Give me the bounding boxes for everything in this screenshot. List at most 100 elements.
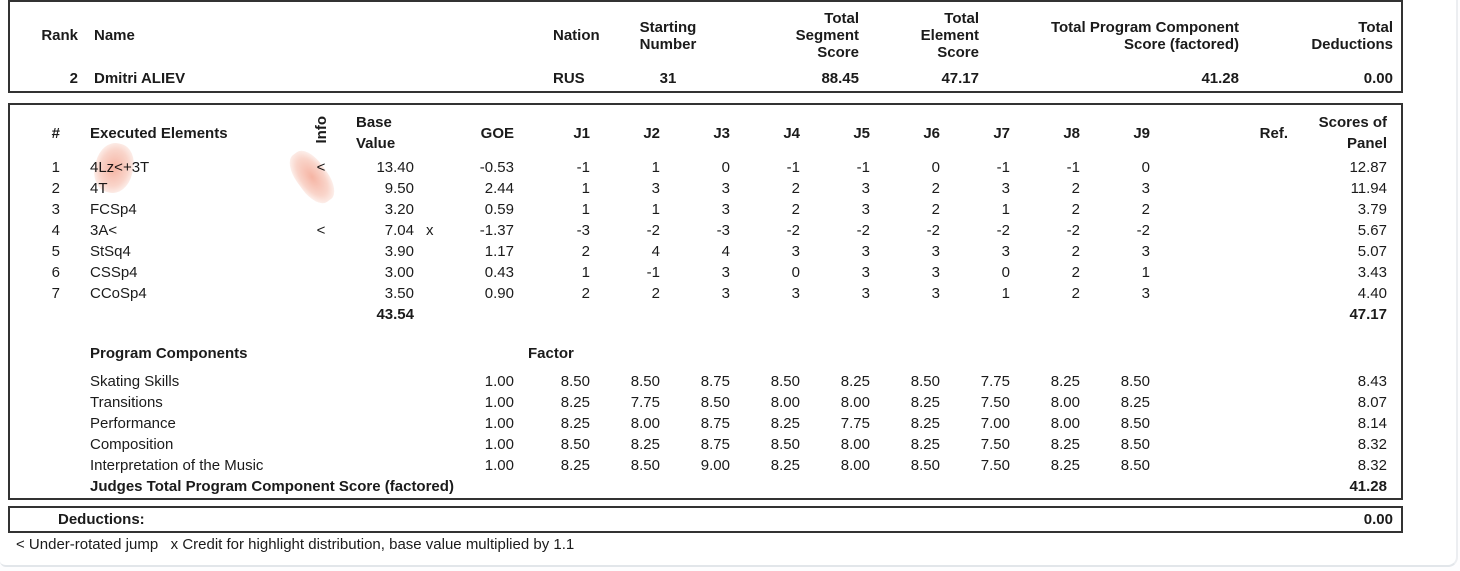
judge-score-cell xyxy=(870,341,940,365)
header-judge-7: J7 xyxy=(993,124,1010,142)
goe-cell: 1.17 xyxy=(484,243,514,260)
judge-score-cell: 8.25 xyxy=(1050,373,1080,390)
components-total-label: Judges Total Program Component Score (fa… xyxy=(90,478,454,495)
component-name-cell: Composition xyxy=(90,436,174,453)
element-row: 7 CCoSp4 3.50 0.90 2 2 3 3 3 3 1 2 3 4.4… xyxy=(12,283,1395,304)
panel-score-cell: 4.40 xyxy=(1357,285,1387,302)
num-cell: 4 xyxy=(51,222,60,239)
element-row: 6 CSSp4 3.00 0.43 1 -1 3 0 3 3 0 2 1 3.4… xyxy=(12,262,1395,283)
judge-score-cell: 3 xyxy=(1141,243,1150,260)
judge-score-cell: 3 xyxy=(721,285,730,302)
judge-score-cell: 1 xyxy=(1141,264,1150,281)
judge-score-cell: 8.25 xyxy=(1050,457,1080,474)
info-cell: < xyxy=(316,222,326,239)
judge-score-cell: -2 xyxy=(1136,222,1150,239)
element-name-cell: CSSp4 xyxy=(90,264,138,281)
judge-score-cell: 3 xyxy=(1141,285,1150,302)
judge-score-cell: -2 xyxy=(1066,222,1080,239)
element-name-cell: StSq4 xyxy=(90,243,131,260)
element-name-cell: FCSp4 xyxy=(90,201,137,218)
judge-score-cell xyxy=(590,304,660,325)
ref-cell xyxy=(1150,413,1292,434)
judge-score-cell: 8.25 xyxy=(560,457,590,474)
factor-cell: 1.00 xyxy=(484,415,514,432)
components-title: Program Components xyxy=(90,344,248,362)
panel-score-cell: 8.14 xyxy=(1357,415,1387,432)
judge-score-cell: 2 xyxy=(931,180,940,197)
judge-score-cell: 9.00 xyxy=(700,457,730,474)
ref-cell xyxy=(1150,455,1292,476)
deductions-label: Deductions: xyxy=(58,511,145,528)
judge-score-cell: 3 xyxy=(861,264,870,281)
num-cell xyxy=(12,392,60,413)
nation-header: Nation xyxy=(553,27,600,44)
judge-score-cell xyxy=(660,341,730,365)
num-cell xyxy=(12,434,60,455)
judge-score-cell: 8.25 xyxy=(770,457,800,474)
x-credit-cell xyxy=(420,178,454,199)
judge-score-cell: 8.00 xyxy=(840,394,870,411)
elements-total-row: 43.54 47.17 xyxy=(12,304,1395,325)
num-cell: 3 xyxy=(51,201,60,218)
judge-score-cell: -3 xyxy=(576,222,590,239)
judge-score-cell: 2 xyxy=(791,201,800,218)
judge-score-cell: 8.50 xyxy=(1120,373,1150,390)
judge-score-cell: 7.50 xyxy=(980,436,1010,453)
judge-score-cell: 2 xyxy=(1071,264,1080,281)
judge-score-cell: 3 xyxy=(931,264,940,281)
info-cell: < xyxy=(316,159,326,176)
panel-score-cell: 11.94 xyxy=(1350,180,1387,197)
total-deductions-header: Total Deductions xyxy=(1311,18,1393,53)
judge-score-cell: 8.25 xyxy=(560,394,590,411)
num-cell xyxy=(12,304,60,325)
element-row: 2 4T 9.50 2.44 1 3 3 2 3 2 3 2 3 11.94 xyxy=(12,178,1395,199)
ref-cell xyxy=(1150,241,1292,262)
judge-score-cell: -2 xyxy=(996,222,1010,239)
component-name-cell: Performance xyxy=(90,415,176,432)
judge-score-cell: 2 xyxy=(791,180,800,197)
total-base-value: 43.54 xyxy=(376,306,414,323)
judge-score-cell xyxy=(940,304,1010,325)
legend-footnote: < Under-rotated jump x Credit for highli… xyxy=(16,536,575,553)
starting-number-header: Starting Number xyxy=(639,18,697,53)
info-cell xyxy=(300,262,342,283)
judge-score-cell: 3 xyxy=(861,180,870,197)
judge-score-cell: 7.00 xyxy=(980,415,1010,432)
judge-score-cell: 1 xyxy=(1001,201,1010,218)
factor-cell: 1.00 xyxy=(484,436,514,453)
goe-cell: -0.53 xyxy=(479,159,514,176)
element-row: 3 FCSp4 3.20 0.59 1 1 3 2 3 2 1 2 2 3.79 xyxy=(12,199,1395,220)
judge-score-cell: -2 xyxy=(856,222,870,239)
judge-score-cell: 8.25 xyxy=(910,394,940,411)
element-name-cell: 3A< xyxy=(90,222,118,239)
element-name-cell xyxy=(60,304,300,325)
ref-cell xyxy=(1150,283,1292,304)
judge-score-cell: 8.50 xyxy=(630,457,660,474)
starting-number-value: 31 xyxy=(659,69,677,87)
component-row: Transitions 1.00 8.25 7.75 8.50 8.00 8.0… xyxy=(12,392,1395,413)
judge-score-cell xyxy=(1080,341,1150,365)
component-row: Interpretation of the Music 1.00 8.25 8.… xyxy=(12,455,1395,476)
component-name-cell: Transitions xyxy=(90,394,163,411)
info-cell xyxy=(300,241,342,262)
info-cell xyxy=(300,178,342,199)
x-credit-cell xyxy=(420,283,454,304)
panel-score-cell: 8.32 xyxy=(1357,436,1387,453)
judge-score-cell: 2 xyxy=(1071,180,1080,197)
num-cell: 6 xyxy=(51,264,60,281)
judge-score-cell: -2 xyxy=(646,222,660,239)
base-value-cell: 3.50 xyxy=(384,285,414,302)
judge-score-cell: 2 xyxy=(581,285,590,302)
judge-score-cell xyxy=(730,341,800,365)
judge-score-cell: 3 xyxy=(1001,243,1010,260)
judge-score-cell: 7.75 xyxy=(630,394,660,411)
judge-score-cell: 8.25 xyxy=(910,415,940,432)
num-cell: 5 xyxy=(51,243,60,260)
panel-score-cell: 8.07 xyxy=(1357,394,1387,411)
ref-cell xyxy=(1150,392,1292,413)
detail-box: # Executed Elements Info Base Value GOE … xyxy=(8,103,1403,500)
judge-score-cell: 8.00 xyxy=(770,394,800,411)
header-x-credit xyxy=(420,109,454,157)
x-credit-cell xyxy=(420,241,454,262)
